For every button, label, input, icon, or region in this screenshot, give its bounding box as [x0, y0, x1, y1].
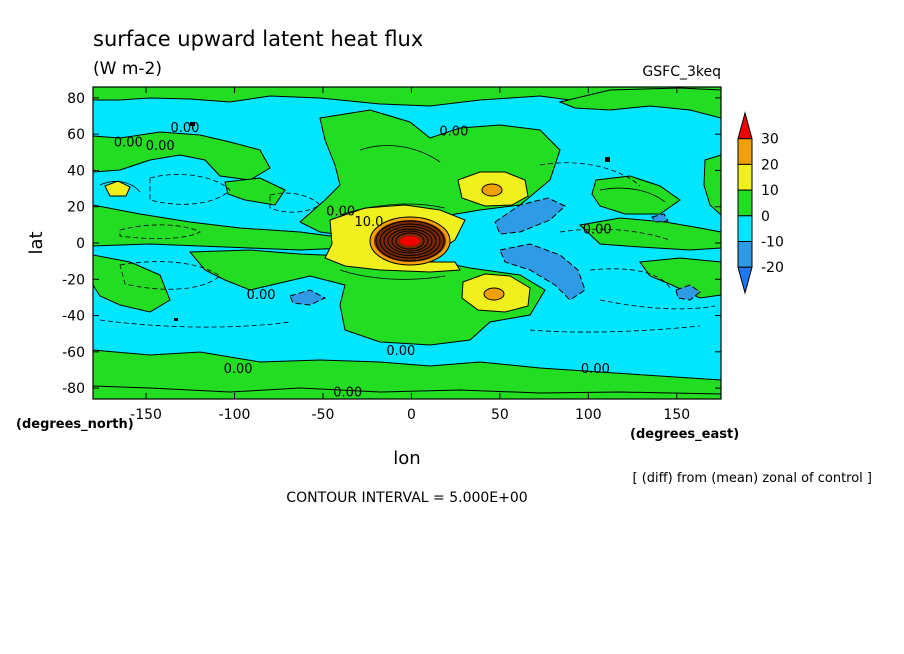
contour-value-label: 0.00 — [171, 121, 200, 136]
core-contours — [375, 220, 445, 262]
x-tick-label: -100 — [219, 407, 251, 423]
colorbar-tick-label: 30 — [761, 132, 779, 148]
isolated-spots — [174, 122, 610, 321]
colorbar-swatch — [737, 138, 753, 165]
blue-north-east — [494, 197, 566, 235]
y-axis-title: lat — [26, 231, 47, 254]
positive-contours — [99, 145, 666, 280]
x-tick-label: 100 — [575, 407, 602, 423]
contour-value-label: 0.00 — [583, 222, 612, 237]
contour-value-label: 0.00 — [224, 362, 253, 377]
negative-anomaly-regions — [289, 197, 701, 306]
blue-south-east — [675, 284, 701, 301]
difference-note: [ (diff) from (mean) zonal of control ] — [633, 471, 872, 486]
mid-lat-green-east — [591, 175, 681, 215]
y-tick-label: 80 — [67, 91, 85, 107]
colorbar-swatch — [737, 111, 753, 140]
colorbar-swatch — [737, 266, 753, 295]
chart-title: surface upward latent heat flux — [93, 27, 423, 51]
x-tick-label: 50 — [491, 407, 509, 423]
y-tick-label: 20 — [67, 200, 85, 216]
y-tick-label: 60 — [67, 127, 85, 143]
contour-value-label: 0.00 — [247, 288, 276, 303]
southern-green-band — [93, 349, 721, 399]
x-axis-title: lon — [393, 448, 420, 469]
colorbar: 30 20 10 0 -10 -20 — [737, 111, 784, 295]
colorbar-tick-label: -10 — [761, 235, 784, 251]
equatorial-core — [369, 183, 505, 301]
y-tick-label: 40 — [67, 163, 85, 179]
x-axis: -150 -100 -50 0 50 100 150 — [130, 87, 690, 423]
y-tick-label: -60 — [62, 345, 85, 361]
colorbar-tick-label: 10 — [761, 183, 779, 199]
south-orange-spot — [483, 287, 505, 301]
blue-tropical-east — [499, 243, 586, 301]
core-red-peak — [400, 236, 420, 246]
colorbar-swatch — [737, 189, 753, 217]
chart-subtitle: (W m-2) — [93, 59, 162, 79]
colorbar-swatch — [737, 163, 753, 191]
dataset-label: GSFC_3keq — [642, 64, 721, 80]
north-orange-spot — [481, 183, 503, 197]
contour-value-label: 0.00 — [333, 386, 362, 401]
contour-value-label: 10.0 — [354, 215, 383, 230]
contour-value-label: 0.00 — [146, 139, 175, 154]
y-tick-label: -20 — [62, 272, 85, 288]
y-tick-label: 0 — [76, 236, 85, 252]
tropical-green-east — [578, 217, 721, 251]
southern-green-west — [93, 254, 171, 313]
y-axis: -80 -60 -40 -20 0 20 40 60 80 — [62, 91, 721, 397]
y-units-label: (degrees_north) — [16, 417, 134, 432]
east-green-south — [639, 257, 721, 299]
antarctic-coastal-green — [93, 385, 721, 399]
contour-value-label: 0.00 — [326, 204, 355, 219]
blue-south-west — [289, 289, 327, 306]
x-tick-label: 150 — [663, 407, 690, 423]
negative-contours — [99, 162, 716, 333]
contour-interval: CONTOUR INTERVAL = 5.000E+00 — [286, 490, 527, 506]
colorbar-tick-label: -20 — [761, 260, 784, 276]
colorbar-tick-label: 0 — [761, 209, 770, 225]
x-tick-label: -150 — [130, 407, 162, 423]
arctic-green-northeast — [558, 87, 721, 119]
colorbar-tick-label: 20 — [761, 157, 779, 173]
blue-north-spot — [651, 213, 669, 223]
contour-value-label: 0.00 — [114, 135, 143, 150]
colorbar-swatch — [737, 241, 753, 268]
contour-value-label: 0.00 — [386, 344, 415, 359]
contour-value-label: 0.00 — [439, 125, 468, 140]
contour-value-label: 0.00 — [581, 362, 610, 377]
colorbar-swatch — [737, 215, 753, 243]
y-tick-label: -80 — [62, 381, 85, 397]
x-units-label: (degrees_east) — [630, 427, 739, 442]
x-tick-label: 0 — [407, 407, 416, 423]
x-tick-label: -50 — [312, 407, 335, 423]
y-tick-label: -40 — [62, 309, 85, 325]
